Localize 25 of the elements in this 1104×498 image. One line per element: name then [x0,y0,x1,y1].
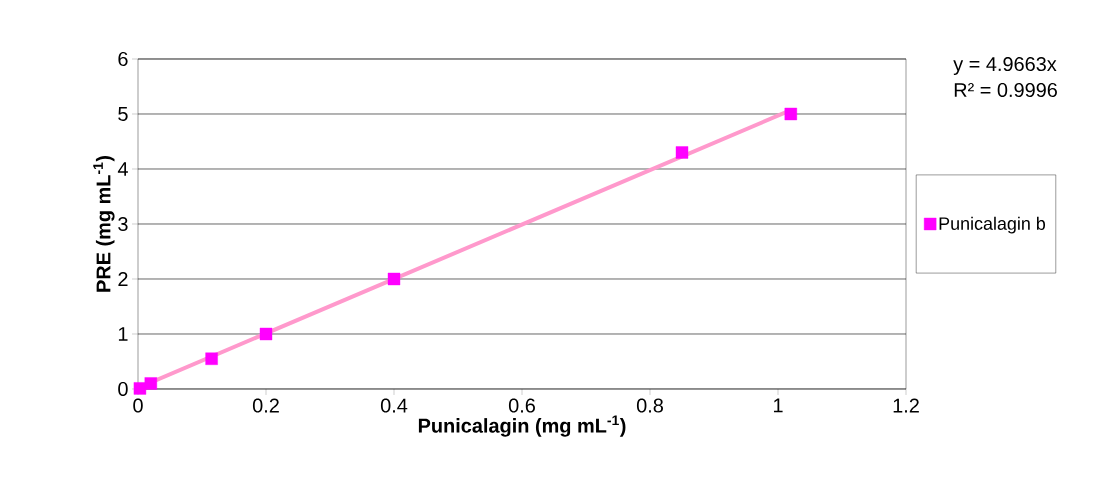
y-tick-label: 4 [117,162,128,176]
y-tick-label: 0 [118,381,128,397]
y-axis-title: PRE (mg mL$^{-1}$) [93,155,115,292]
legend-label: Punicalagin b [939,216,1046,234]
y-tick-label: 6 [118,51,128,67]
x-axis-title: Punicalagin (mg mL$^{-1}$) [418,415,626,437]
x-tick-label: 0.4 [380,398,408,413]
x-tick-label: 0.6 [508,398,535,413]
point [675,146,689,159]
point [205,352,218,365]
y-tick-label: 2 [118,272,128,286]
x-tick-label: 0.8 [636,398,663,413]
y-tick-label: 1 [118,327,128,341]
point [259,327,273,341]
point [387,272,401,286]
text: R² = 0.9996 [954,82,1057,98]
x-tick-label: 0 [133,398,143,413]
y-tick-label: 3 [118,216,128,232]
y-tick-label: 5 [118,107,128,121]
text: y = 4.9663x [953,56,1057,76]
x-tick-label: 0.2 [252,398,279,413]
x-tick-label: 1 [773,398,783,413]
point [784,107,798,121]
point [144,377,158,390]
x-tick-label: 1.2 [893,398,919,413]
